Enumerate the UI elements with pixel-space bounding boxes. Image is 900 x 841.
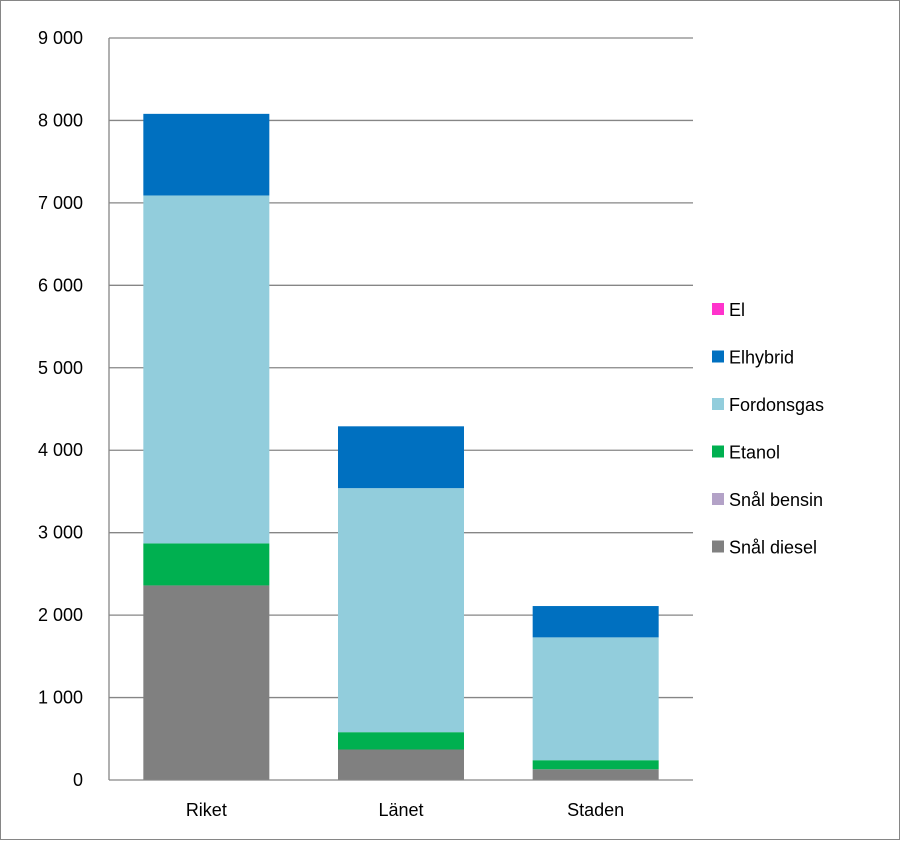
x-tick-label: Staden (567, 800, 624, 820)
bar-segment (532, 760, 659, 770)
bars (143, 113, 659, 780)
bar-segment (338, 732, 464, 750)
y-tick-label: 7 000 (38, 193, 83, 213)
bar-segment (143, 543, 270, 586)
bar-segment (532, 606, 659, 638)
legend-swatch (712, 350, 724, 363)
bar-segment (338, 749, 464, 780)
y-axis-tick-labels: 0 1 000 2 000 3 000 4 000 5 000 6 000 7 000 8 00… (38, 28, 83, 790)
axes (108, 38, 693, 781)
legend-label: Elhybrid (729, 348, 794, 368)
bar-segment (143, 113, 270, 196)
y-tick-label: 8 000 (38, 110, 83, 130)
bar-segment (532, 637, 659, 761)
legend-swatch (712, 303, 724, 315)
legend-label: Etanol (729, 443, 780, 463)
x-tick-label: Länet (378, 800, 423, 820)
legend-swatch (712, 493, 724, 505)
legend-label: El (729, 300, 745, 320)
y-tick-label: 0 (73, 770, 83, 790)
legend-swatch (712, 540, 724, 553)
legend-label: Snål diesel (729, 538, 817, 558)
bar-segment (532, 769, 659, 780)
x-axis-tick-labels: Riket Länet Staden (186, 800, 624, 820)
bar-segment (143, 585, 270, 780)
legend-swatch (712, 398, 724, 410)
bar-segment (338, 426, 464, 489)
y-tick-label: 4 000 (38, 440, 83, 460)
x-tick-label: Riket (186, 800, 227, 820)
legend-swatch (712, 445, 724, 458)
y-tick-label: 1 000 (38, 688, 83, 708)
y-tick-label: 6 000 (38, 275, 83, 295)
legend-label: Fordonsgas (729, 395, 824, 415)
bar-segment (143, 195, 270, 544)
y-tick-label: 3 000 (38, 523, 83, 543)
legend-label: Snål bensin (729, 490, 823, 510)
bar-segment (338, 488, 464, 733)
legend: El Elhybrid Fordonsgas Etanol Snål bensin Snå… (712, 300, 824, 558)
y-tick-label: 5 000 (38, 358, 83, 378)
y-tick-label: 9 000 (38, 28, 83, 48)
y-tick-label: 2 000 (38, 605, 83, 625)
